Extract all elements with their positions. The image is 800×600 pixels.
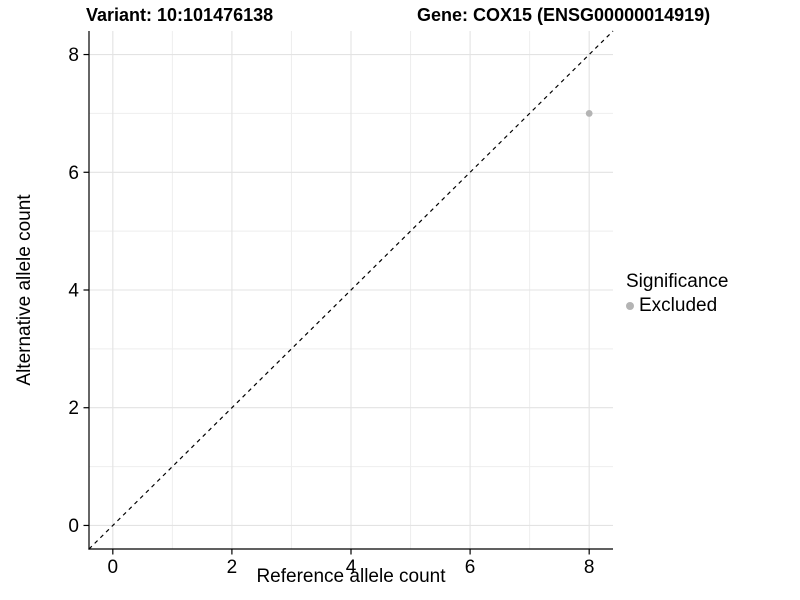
plot-title-gene: Gene: COX15 (ENSG00000014919)	[417, 5, 711, 25]
y-tick-label: 2	[68, 398, 79, 419]
x-tick-label: 0	[108, 557, 119, 578]
y-tick-label: 4	[68, 281, 79, 302]
legend-title: Significance	[626, 271, 729, 292]
data-point	[585, 110, 593, 117]
legend-point-icon	[626, 301, 634, 310]
x-tick-label: 4	[346, 557, 357, 578]
identity-dashed-line	[88, 30, 614, 550]
x-tick-label: 6	[465, 557, 476, 578]
legend: Significance Excluded	[626, 271, 728, 316]
x-tick-label: 2	[227, 557, 238, 578]
y-tick-label: 0	[68, 516, 79, 537]
legend-item-excluded: Excluded	[626, 295, 728, 316]
x-tick-label: 8	[584, 557, 595, 578]
legend-item-label: Excluded	[639, 295, 718, 316]
y-axis-title: Alternative allele count	[14, 194, 35, 386]
x-axis-title: Reference allele count	[256, 566, 446, 587]
plot-title-variant: Variant: 10:101476138	[86, 5, 274, 25]
y-tick-label: 8	[68, 45, 79, 66]
y-tick-label: 6	[68, 163, 79, 184]
